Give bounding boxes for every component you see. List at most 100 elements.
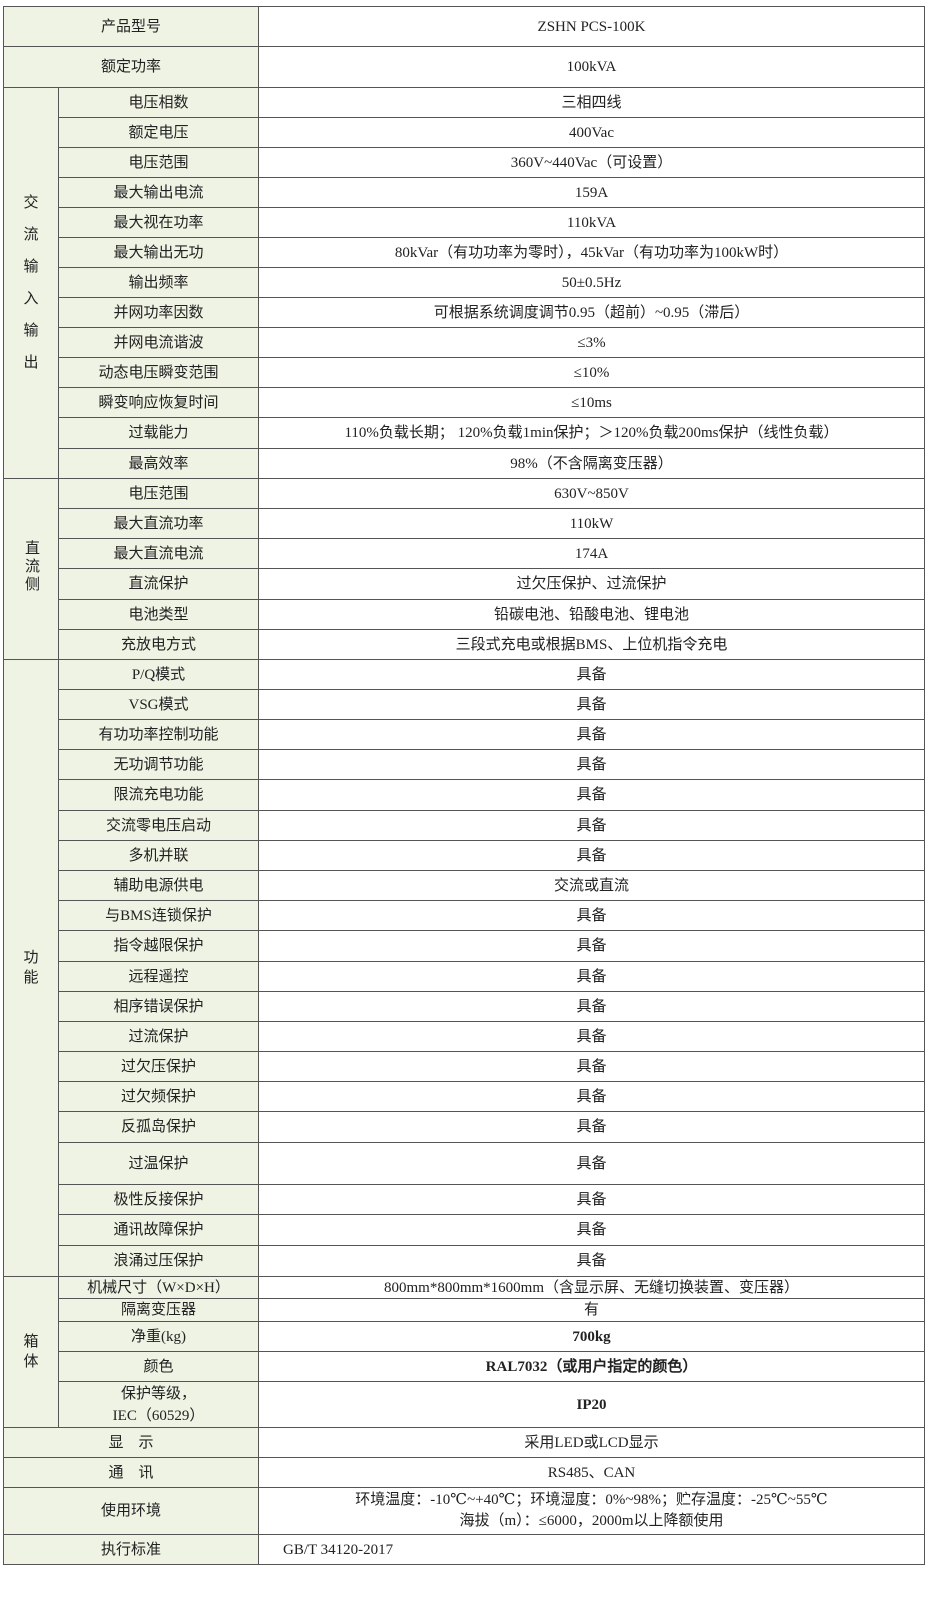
table-row: 直流侧 电压范围 630V~850V (3, 478, 925, 660)
spec-value: 具备 (258, 719, 925, 750)
spec-label: 与BMS连锁保护 (57, 900, 260, 931)
spec-label: 通讯故障保护 (57, 1214, 260, 1246)
spec-value-line: 环境温度：-10℃~+40℃；环境湿度：0%~98%；贮存温度：-25℃~55℃ (355, 1492, 828, 1508)
table-row: 净重(kg) 700kg (4, 1321, 925, 1352)
spec-label: 电压范围 (57, 478, 260, 509)
group-label: 直流侧 (3, 478, 59, 660)
group-label-char: 出 (23, 355, 39, 371)
group-label-char: 输 (23, 323, 39, 339)
spec-label: VSG模式 (57, 689, 260, 720)
table-row: 最大直流电流 174A (4, 538, 925, 569)
spec-value: 具备 (258, 1111, 925, 1143)
table-row: 并网电流谐波 ≤3% (4, 327, 925, 358)
table-row: 最大视在功率 110kVA (4, 207, 925, 238)
spec-value: 采用LED或LCD显示 (258, 1427, 925, 1458)
spec-label: 最大直流电流 (57, 538, 260, 569)
spec-value: 110kVA (258, 207, 925, 238)
table-row: 显 示采用LED或LCD显示 (2, 1427, 925, 1458)
spec-value: 98%（不含隔离变压器） (258, 448, 925, 479)
spec-label: 使用环境 (2, 1487, 260, 1535)
spec-label: 电压范围 (57, 147, 260, 178)
spec-label: 执行标准 (2, 1534, 260, 1565)
spec-label: 动态电压瞬变范围 (57, 357, 260, 388)
table-row: 过温保护 具备 (4, 1142, 925, 1185)
spec-value: RS485、CAN (258, 1457, 925, 1488)
spec-value: 400Vac (258, 117, 925, 148)
spec-label: 显 示 (2, 1427, 260, 1458)
group-label-char: 体 (23, 1354, 39, 1370)
table-row: 保护等级， IEC（60529） IP20 (4, 1381, 925, 1428)
spec-value: 具备 (258, 1245, 925, 1277)
spec-value: 700kg (258, 1321, 925, 1352)
spec-value: 具备 (258, 930, 925, 962)
spec-label: 极性反接保护 (57, 1184, 260, 1215)
spec-label: 有功功率控制功能 (57, 719, 260, 750)
spec-value: 具备 (258, 1051, 925, 1082)
spec-value: 360V~440Vac（可设置） (258, 147, 925, 178)
table-row: 使用环境 环境温度：-10℃~+40℃；环境湿度：0%~98%；贮存温度：-25℃… (2, 1487, 925, 1535)
table-row: 隔离变压器有 (4, 1298, 925, 1322)
table-row: 功能 P/Q模式 具备 (3, 659, 925, 1277)
spec-label: 并网电流谐波 (57, 327, 260, 358)
spec-value: 80kVar（有功功率为零时），45kVar（有功功率为100kW时） (258, 237, 925, 268)
spec-label: 过欠压保护 (57, 1051, 260, 1082)
spec-value: 具备 (258, 840, 925, 871)
table-row: 最大直流功率 110kW (4, 508, 925, 539)
group-label-text: 直流侧 (23, 539, 39, 594)
spec-label: 多机并联 (57, 840, 260, 871)
spec-label: 机械尺寸（W×D×H） (57, 1276, 260, 1299)
table-row: 最大输出无功 80kVar（有功功率为零时），45kVar（有功功率为100kW时… (4, 237, 925, 268)
spec-table: 产品型号 ZSHN PCS-100K 额定功率 100kVA 交流输入输出电压相数 三相四… (2, 6, 925, 1565)
spec-label: 保护等级， IEC（60529） (57, 1381, 260, 1428)
spec-value: 110kW (258, 508, 925, 539)
table-row: 过欠频保护 具备 (4, 1081, 925, 1112)
spec-label-line: 保护等级， (121, 1385, 197, 1402)
table-row: VSG模式 具备 (4, 689, 925, 720)
table-row: 输出频率 50±0.5Hz (4, 267, 925, 298)
spec-value: 具备 (258, 1081, 925, 1112)
spec-value: 具备 (258, 1184, 925, 1215)
table-row: 相序错误保护 具备 (4, 991, 925, 1022)
spec-label: 辅助电源供电 (57, 870, 260, 901)
spec-value: 铅碳电池、铅酸电池、锂电池 (258, 599, 925, 630)
spec-label: 颜色 (57, 1351, 260, 1382)
spec-value: 具备 (258, 689, 925, 720)
spec-value: 具备 (258, 961, 925, 992)
spec-label: 通 讯 (2, 1457, 260, 1488)
table-row: 充放电方式 三段式充电或根据BMS、上位机指令充电 (4, 629, 925, 660)
spec-label: 浪涌过压保护 (57, 1245, 260, 1277)
spec-label: 产品型号 (2, 6, 260, 47)
spec-label: 瞬变响应恢复时间 (57, 387, 260, 418)
spec-label: 过流保护 (57, 1021, 260, 1052)
spec-value: 174A (258, 538, 925, 569)
spec-label: 无功调节功能 (57, 749, 260, 780)
table-row: 最高效率 98%（不含隔离变压器） (4, 448, 925, 479)
spec-label: 最大输出无功 (57, 237, 260, 268)
table-row: 执行标准 GB/T 34120-2017 (2, 1534, 925, 1565)
spec-value: 具备 (258, 1142, 925, 1185)
group-label-char: 输 (23, 259, 39, 275)
table-row: 额定电压 400Vac (4, 117, 925, 148)
spec-label: 净重(kg) (57, 1321, 260, 1352)
spec-label: 过温保护 (57, 1142, 260, 1185)
spec-value: 过欠压保护、过流保护 (258, 568, 925, 600)
spec-value: 三相四线 (258, 87, 925, 118)
table-row: 颜色 RAL7032（或用户指定的颜色） (4, 1351, 925, 1382)
spec-value: 具备 (258, 659, 925, 690)
table-row: 指令越限保护 具备 (4, 930, 925, 962)
group-label: 箱体 (3, 1276, 59, 1428)
spec-label-line: IEC（60529） (112, 1407, 205, 1424)
spec-value: 具备 (258, 779, 925, 811)
table-row: 瞬变响应恢复时间 ≤10ms (4, 387, 925, 418)
table-row: 通讯故障保护 具备 (4, 1214, 925, 1246)
table-row: 辅助电源供电 交流或直流 (4, 870, 925, 901)
spec-value: 159A (258, 177, 925, 208)
spec-value: 交流或直流 (258, 870, 925, 901)
table-row: 过载能力 110%负载长期； 120%负载1min保护；＞120%负载200ms保… (4, 417, 925, 449)
table-row: 过流保护 具备 (4, 1021, 925, 1052)
spec-value: 具备 (258, 810, 925, 841)
table-row: 额定功率 100kVA (2, 46, 925, 88)
spec-value: 三段式充电或根据BMS、上位机指令充电 (258, 629, 925, 660)
spec-value: IP20 (258, 1381, 925, 1428)
spec-label: 限流充电功能 (57, 779, 260, 811)
